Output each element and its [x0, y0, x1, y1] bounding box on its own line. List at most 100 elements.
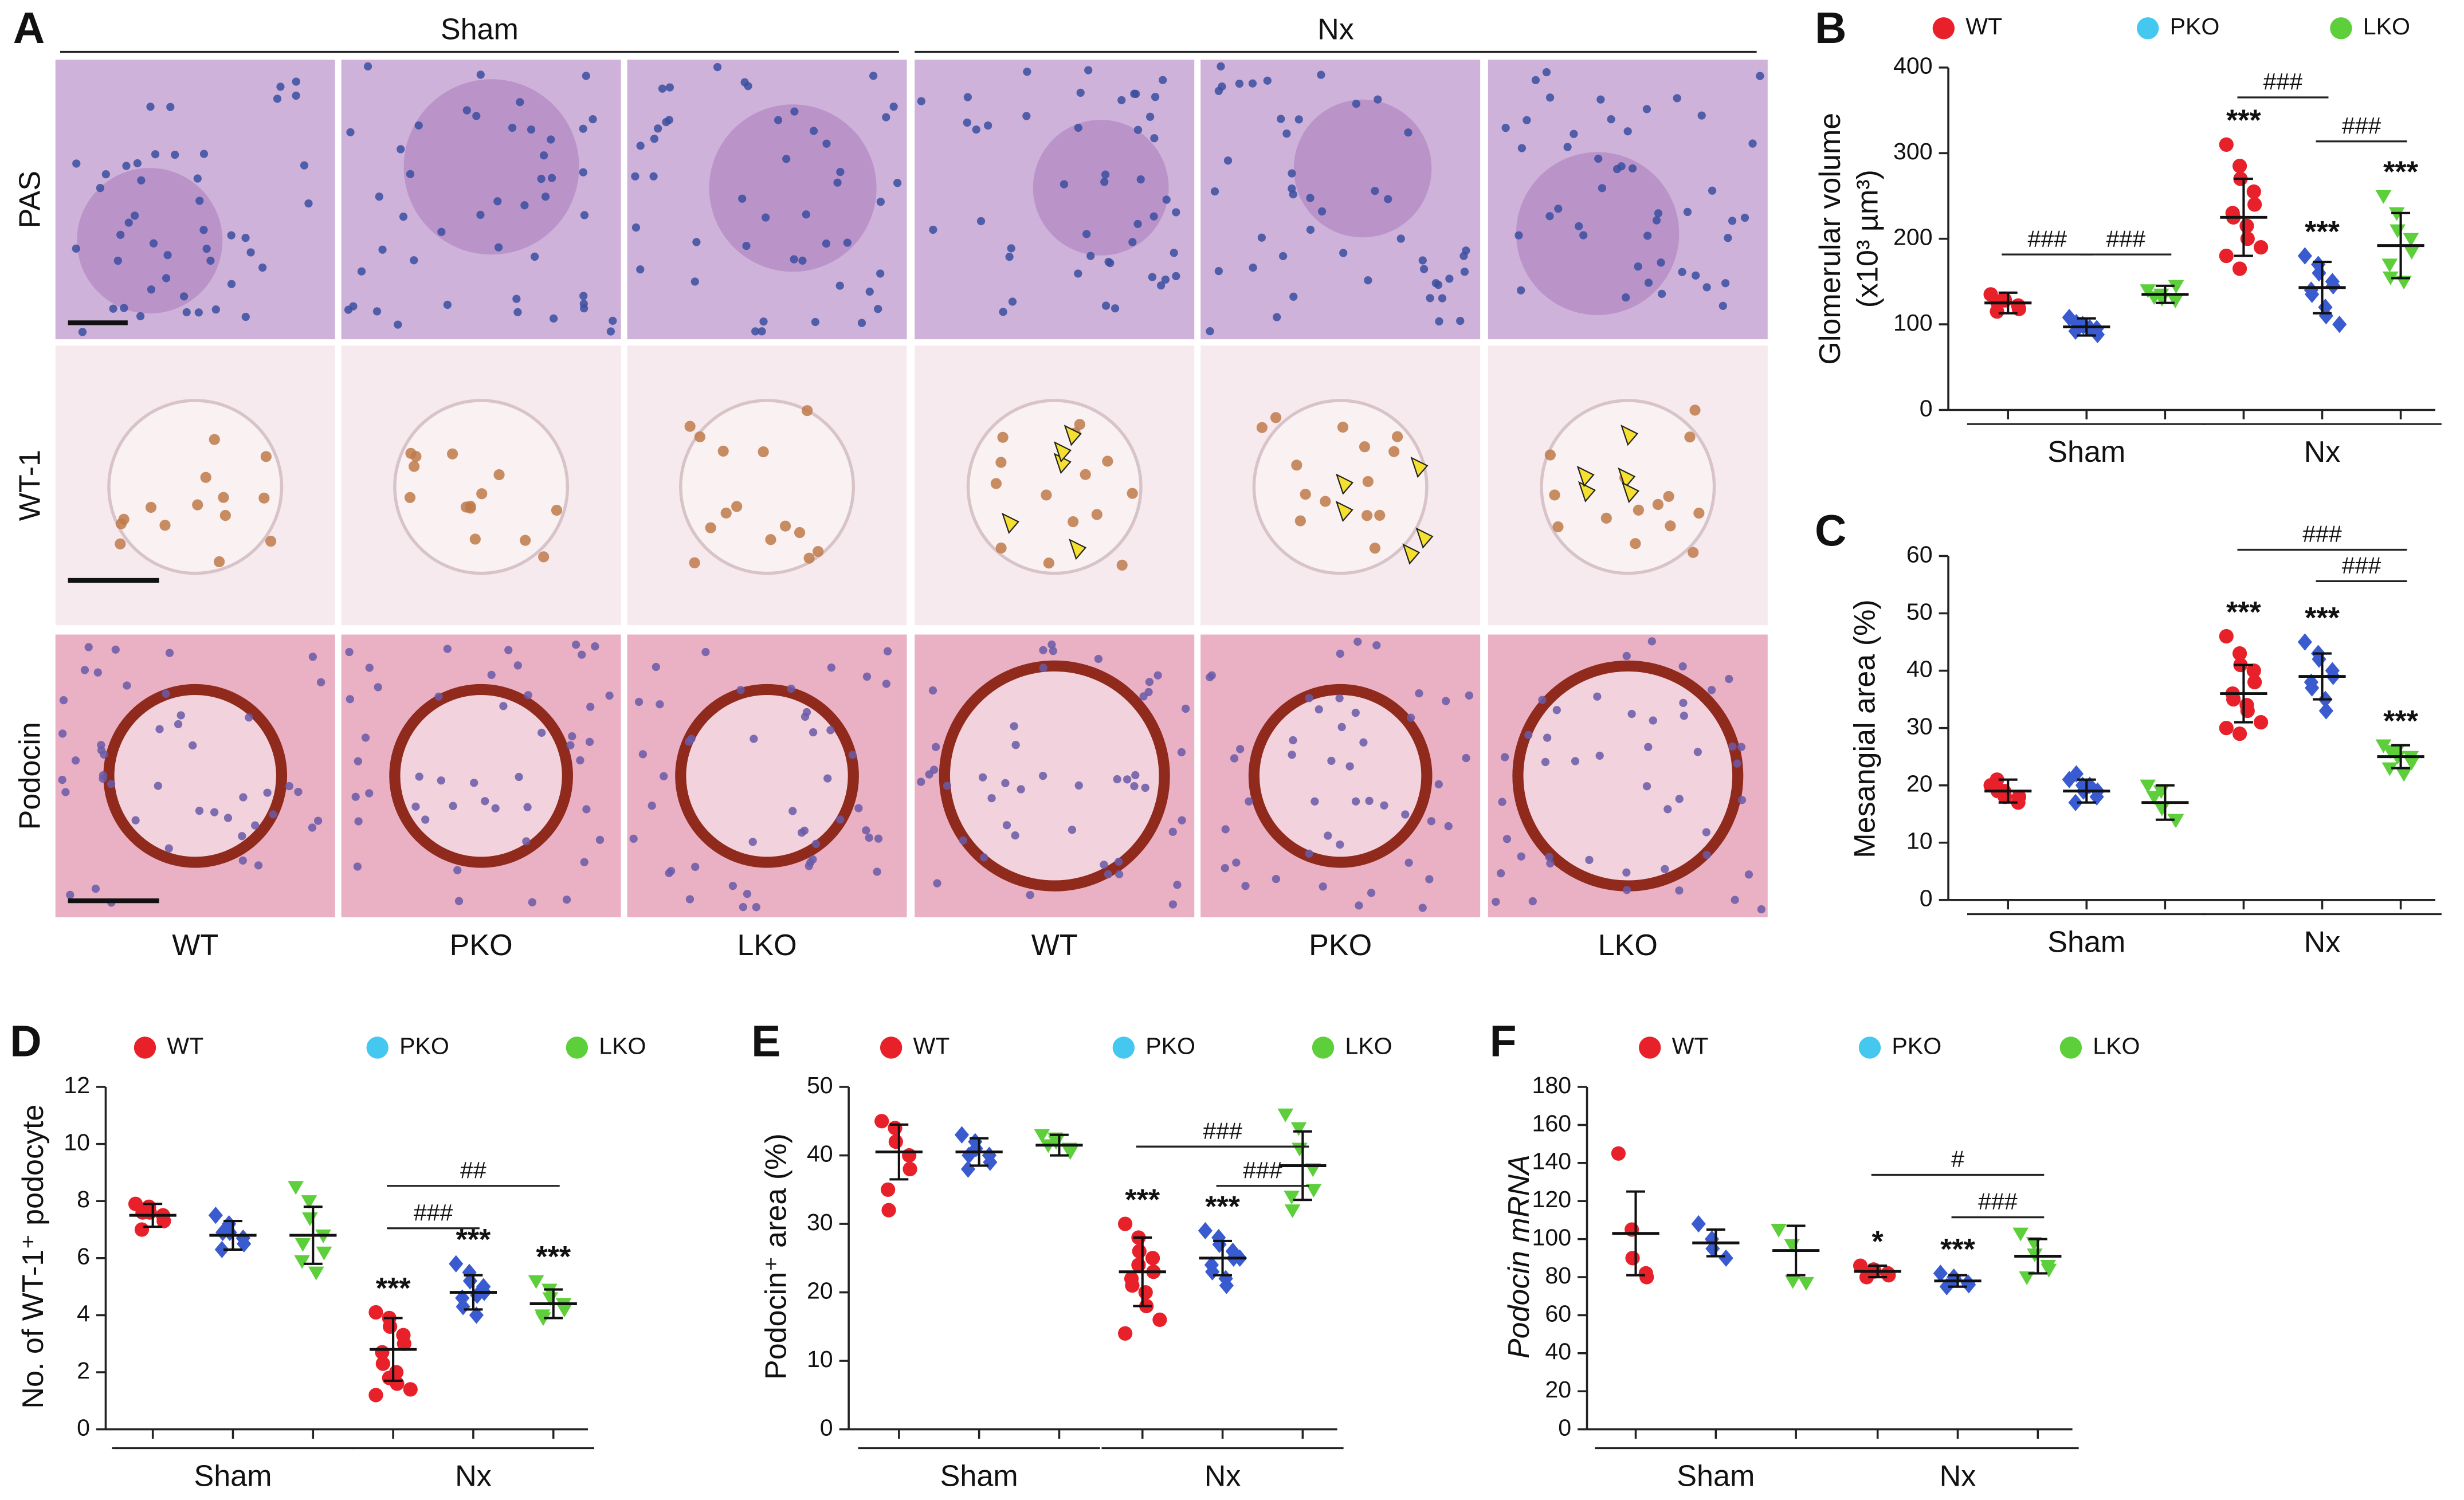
nucleus — [1731, 896, 1739, 904]
panel-letter: D — [10, 1017, 41, 1066]
nucleus — [115, 538, 126, 549]
nucleus — [1579, 231, 1588, 239]
nucleus — [1517, 852, 1525, 861]
data-point — [1691, 1215, 1706, 1233]
nucleus — [1315, 705, 1323, 714]
nucleus — [1724, 234, 1732, 242]
nucleus — [372, 307, 382, 316]
nucleus — [1146, 112, 1155, 121]
nucleus — [58, 729, 67, 738]
nucleus — [1235, 79, 1244, 88]
nucleus — [1623, 127, 1632, 136]
nucleus — [513, 661, 522, 670]
nucleus — [223, 814, 233, 822]
data-point — [1205, 1263, 1220, 1281]
nucleus — [1039, 646, 1047, 654]
significance: *** — [2383, 705, 2419, 738]
nucleus — [66, 890, 74, 900]
data-point — [535, 1312, 551, 1326]
nucleus — [1502, 835, 1512, 843]
nucleus — [159, 520, 171, 531]
nucleus — [410, 256, 418, 265]
nucleus — [84, 643, 93, 651]
nucleus — [443, 645, 452, 653]
nucleus — [1554, 205, 1563, 213]
nucleus — [1517, 144, 1527, 152]
y-tick-label: 0 — [77, 1414, 90, 1440]
data-point — [2246, 663, 2261, 678]
nucleus — [1074, 269, 1082, 278]
legend-marker — [566, 1036, 588, 1059]
significance: * — [1872, 1225, 1884, 1258]
data-point — [1718, 1249, 1733, 1267]
nucleus — [200, 472, 211, 483]
data-point — [1152, 1312, 1167, 1328]
nucleus — [241, 234, 250, 242]
nucleus — [586, 702, 595, 711]
nucleus — [836, 167, 845, 176]
nucleus — [1538, 696, 1547, 704]
nucleus — [1080, 469, 1091, 480]
nucleus — [263, 788, 272, 797]
nucleus — [959, 836, 967, 845]
data-point — [1125, 1278, 1140, 1293]
nucleus — [1149, 212, 1158, 221]
nucleus — [751, 327, 760, 336]
nucleus — [1571, 757, 1580, 765]
nucleus — [120, 304, 128, 312]
y-tick-label: 140 — [1532, 1148, 1572, 1175]
data-point — [2062, 309, 2077, 327]
group-label: Nx — [1940, 1459, 1976, 1493]
nucleus — [1644, 278, 1653, 287]
nucleus — [1273, 313, 1281, 321]
arrowhead — [1336, 473, 1354, 495]
data-point — [214, 1240, 229, 1259]
nucleus — [1102, 456, 1113, 467]
nucleus — [873, 867, 881, 876]
data-point — [2232, 159, 2247, 174]
glomerulus — [103, 684, 288, 868]
significance: *** — [2305, 215, 2340, 249]
legend-marker — [366, 1036, 389, 1059]
y-tick-label: 50 — [807, 1072, 833, 1098]
nucleus — [580, 211, 589, 219]
scale-bar — [68, 578, 159, 583]
y-tick-label: 12 — [64, 1072, 90, 1098]
arrowhead — [1402, 543, 1421, 565]
nucleus — [404, 492, 416, 503]
nucleus — [972, 125, 980, 134]
nucleus — [449, 802, 457, 810]
nucleus — [692, 238, 701, 246]
data-point — [2375, 190, 2392, 204]
nucleus — [1177, 748, 1186, 757]
nucleus — [582, 72, 590, 80]
nucleus — [701, 647, 710, 657]
group-label: Nx — [1204, 1459, 1241, 1493]
legend-label: LKO — [2093, 1032, 2140, 1059]
nucleus — [809, 127, 818, 135]
nucleus — [1633, 504, 1644, 516]
nucleus — [1663, 805, 1672, 814]
nucleus — [606, 327, 615, 336]
nucleus — [1151, 93, 1160, 101]
nucleus — [1123, 775, 1132, 784]
nucleus — [397, 145, 405, 154]
data-point — [2219, 137, 2234, 152]
nucleus — [822, 239, 831, 248]
nucleus — [1324, 831, 1332, 840]
glomerulus — [1033, 120, 1169, 256]
nucleus — [1359, 441, 1371, 453]
nucleus — [1300, 489, 1311, 500]
glomerulus — [107, 399, 284, 575]
data-point — [308, 1266, 324, 1281]
nucleus — [1337, 722, 1346, 732]
nucleus — [1585, 855, 1594, 864]
nucleus — [1145, 678, 1154, 686]
nucleus — [99, 771, 108, 780]
nucleus — [443, 300, 452, 309]
legend-marker — [1312, 1036, 1335, 1059]
data-point — [874, 1114, 889, 1129]
nucleus — [1517, 286, 1525, 294]
